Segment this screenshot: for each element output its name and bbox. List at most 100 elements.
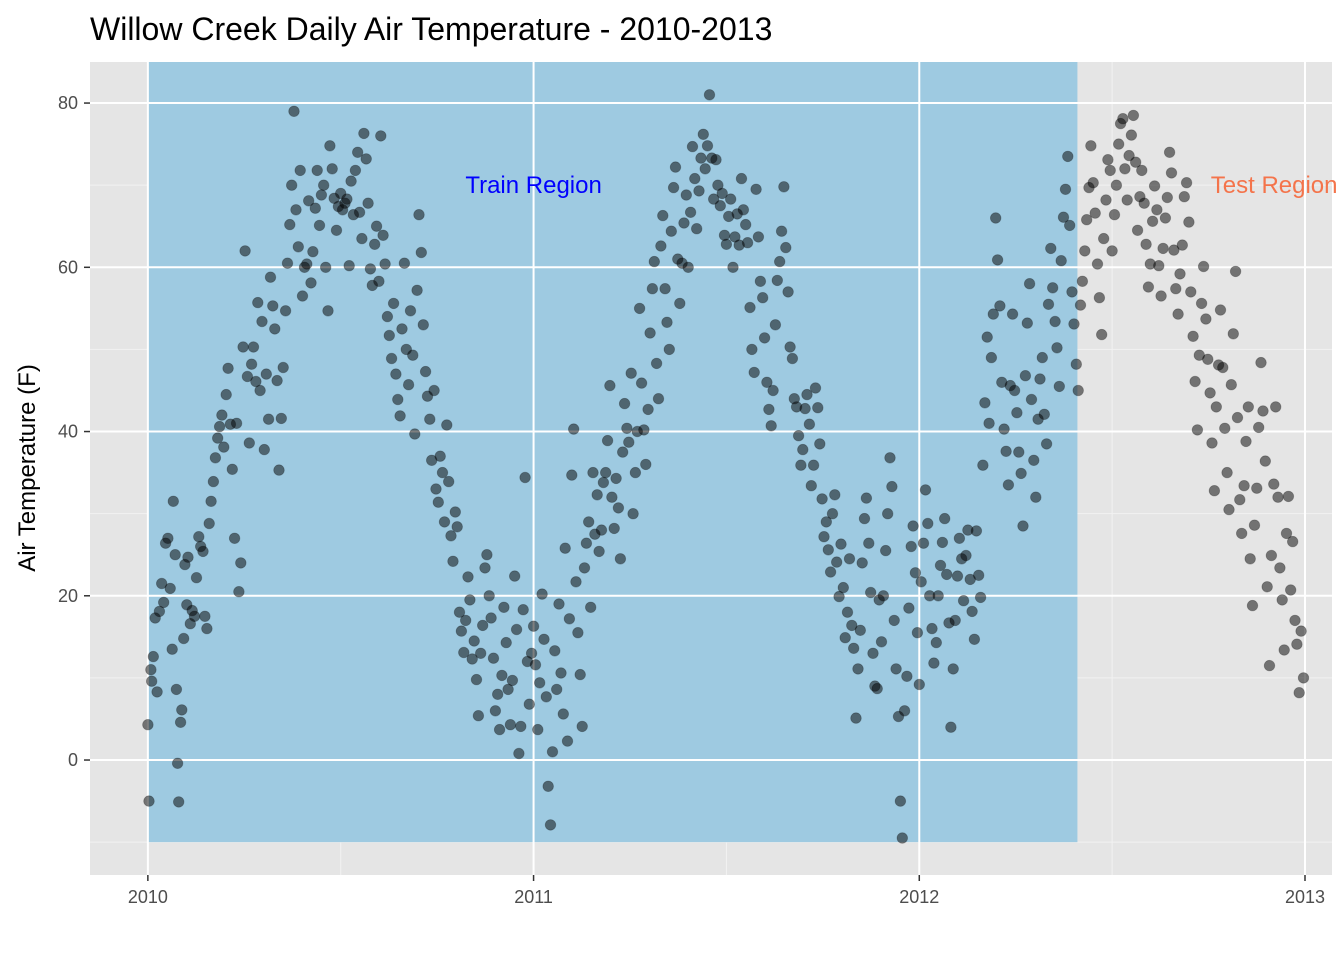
data-point (858, 512, 871, 525)
data-point (1276, 594, 1288, 606)
data-point (1006, 308, 1019, 320)
data-point (657, 209, 669, 222)
data-point (750, 183, 762, 196)
data-point (445, 530, 457, 542)
data-point (311, 164, 323, 177)
data-point (375, 130, 387, 142)
data-point (1129, 156, 1142, 168)
data-point (754, 275, 767, 288)
data-point (188, 610, 201, 623)
data-point (1234, 494, 1246, 506)
data-point (1242, 401, 1255, 413)
data-point (383, 329, 396, 342)
data-point (477, 619, 489, 632)
data-point (854, 624, 867, 637)
data-point (792, 430, 805, 442)
data-point (850, 712, 862, 724)
y-axis-title: Air Temperature (F) (14, 364, 41, 572)
data-point (1257, 405, 1269, 417)
data-point (725, 193, 737, 205)
data-point (865, 586, 877, 599)
data-point (275, 412, 288, 425)
data-point (341, 193, 353, 205)
data-point (926, 622, 938, 635)
data-point (953, 532, 966, 545)
data-point (177, 632, 190, 645)
data-point (1221, 466, 1233, 479)
data-point (913, 678, 926, 691)
data-point (655, 240, 667, 252)
data-point (697, 128, 710, 141)
data-point (176, 704, 188, 716)
data-point (360, 153, 372, 165)
x-tick-label: 2012 (899, 887, 939, 907)
data-point (807, 459, 820, 471)
y-tick-label: 40 (58, 422, 78, 442)
data-point (142, 719, 154, 731)
data-point (720, 238, 733, 251)
data-point (392, 393, 404, 406)
data-point (394, 410, 406, 422)
data-point (841, 606, 854, 618)
data-point (553, 598, 565, 610)
data-point (708, 193, 720, 205)
data-point (886, 480, 898, 493)
data-point (1210, 401, 1223, 413)
data-point (1231, 411, 1244, 424)
data-point (642, 403, 654, 416)
data-point (1235, 527, 1248, 540)
data-point (839, 632, 851, 644)
data-point (782, 286, 794, 298)
data-point (1040, 438, 1053, 450)
data-point (527, 620, 540, 632)
data-point (451, 521, 463, 533)
data-point (353, 206, 366, 219)
data-point (1223, 503, 1235, 516)
data-point (307, 245, 319, 258)
y-tick-label: 80 (58, 93, 78, 113)
data-point (164, 582, 176, 595)
data-point (763, 403, 775, 416)
data-point (228, 532, 241, 545)
data-point (867, 647, 879, 660)
data-point (1072, 384, 1084, 397)
data-point (1008, 384, 1021, 397)
data-point (1214, 304, 1227, 316)
data-point (1112, 138, 1125, 150)
data-point (434, 450, 446, 462)
data-point (1142, 281, 1155, 293)
data-point (343, 260, 355, 272)
data-point (1295, 625, 1307, 637)
data-point (1015, 467, 1027, 480)
data-point (663, 343, 676, 356)
data-point (648, 255, 661, 268)
data-point (941, 568, 953, 581)
data-point (143, 795, 155, 807)
data-point (1244, 553, 1256, 565)
data-point (1002, 479, 1015, 491)
data-point (1157, 242, 1169, 255)
data-point (193, 531, 205, 543)
data-point (1200, 313, 1212, 325)
data-point (500, 636, 512, 649)
data-point (1289, 614, 1301, 627)
data-point (258, 443, 271, 456)
data-point (638, 424, 650, 436)
test-region-label: Test Region (1211, 172, 1338, 199)
data-point (674, 297, 686, 310)
data-point (829, 489, 841, 501)
data-point (506, 674, 519, 687)
data-point (1063, 219, 1076, 232)
data-point (710, 153, 722, 166)
data-point (1023, 278, 1036, 290)
data-point (1170, 283, 1182, 295)
data-point (167, 495, 180, 508)
data-point (580, 537, 593, 549)
data-point (1268, 478, 1280, 490)
data-point (932, 590, 944, 602)
data-point (981, 331, 993, 343)
data-point (377, 229, 389, 242)
data-point (1274, 562, 1286, 574)
data-point (1138, 197, 1150, 209)
